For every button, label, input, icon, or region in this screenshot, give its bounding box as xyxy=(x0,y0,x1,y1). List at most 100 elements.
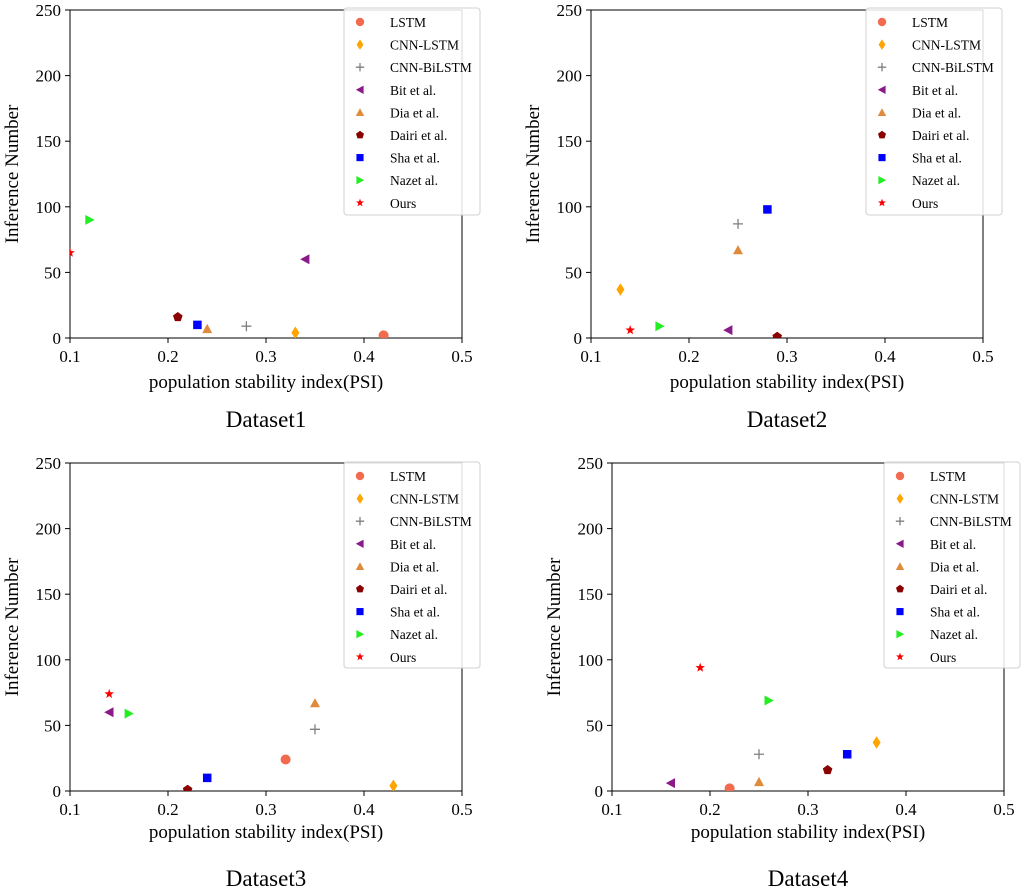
y-tick-label: 50 xyxy=(565,263,582,282)
legend: LSTM CNN-LSTM CNN-BiLSTM Bit et al. Dia et a… xyxy=(883,461,1021,669)
data-points xyxy=(616,205,782,338)
legend-marker-cnn-bilstm xyxy=(355,63,365,72)
legend-label-dairi-et-al: Dairi et al. xyxy=(930,582,987,597)
legend-label-dairi-et-al: Dairi et al. xyxy=(390,128,447,143)
legend-marker-dia-et-al xyxy=(355,108,365,116)
legend-marker-dia-et-al xyxy=(895,562,905,570)
x-tick-label: 0.2 xyxy=(157,800,178,819)
y-axis-label: Inference Number xyxy=(523,104,544,243)
legend-marker-dairi-et-al xyxy=(896,584,904,593)
point-bit-et-al xyxy=(723,325,733,336)
chart-panel-4: 0.1 0.2 0.3 0.4 0.5 0 50 100 150 200 250 population… xyxy=(544,454,1021,890)
legend-label-cnn-bilstm: CNN-BiLSTM xyxy=(390,60,472,75)
x-tick-label: 0.2 xyxy=(157,347,178,366)
point-ours xyxy=(104,688,114,698)
x-tick-label: 0.2 xyxy=(699,800,720,819)
legend-label-cnn-lstm: CNN-LSTM xyxy=(390,38,459,53)
point-nazet-al xyxy=(124,708,134,719)
y-tick-label: 0 xyxy=(574,329,583,348)
x-tick-label: 0.2 xyxy=(678,347,699,366)
point-nazet-al xyxy=(85,214,95,225)
legend-label-ours: Ours xyxy=(930,650,956,665)
point-nazet-al xyxy=(655,321,665,332)
legend-label-cnn-lstm: CNN-LSTM xyxy=(390,492,459,507)
legend-label-lstm: LSTM xyxy=(390,15,426,30)
legend-label-nazet-al: Nazet al. xyxy=(912,173,960,188)
legend-label-bit-et-al: Bit et al. xyxy=(912,83,958,98)
legend-label-ours: Ours xyxy=(912,196,938,211)
point-lstm xyxy=(724,783,735,791)
legend-label-lstm: LSTM xyxy=(912,15,948,30)
legend-label-cnn-bilstm: CNN-BiLSTM xyxy=(912,60,994,75)
panel-title: Dataset2 xyxy=(747,407,827,432)
x-tick-label: 0.5 xyxy=(993,800,1014,819)
x-tick-label: 0.5 xyxy=(451,800,472,819)
x-tick-label: 0.3 xyxy=(797,800,818,819)
legend-marker-nazet-al xyxy=(878,176,887,185)
point-dia-et-al xyxy=(733,245,743,255)
legend-box xyxy=(343,461,481,669)
point-dia-et-al xyxy=(202,323,213,334)
legend-label-bit-et-al: Bit et al. xyxy=(390,537,436,552)
legend-label-sha-et-al: Sha et al. xyxy=(390,151,440,166)
y-tick-label: 100 xyxy=(36,198,62,217)
y-tick-label: 150 xyxy=(578,585,604,604)
y-tick-label: 50 xyxy=(586,716,603,735)
legend-label-lstm: LSTM xyxy=(390,469,426,484)
legend-marker-lstm xyxy=(877,17,887,27)
y-tick-label: 100 xyxy=(578,651,604,670)
legend-marker-bit-et-al xyxy=(877,85,886,94)
x-tick-label: 0.3 xyxy=(255,800,276,819)
legend-marker-ours xyxy=(896,652,904,661)
data-points xyxy=(70,214,389,338)
legend-box xyxy=(343,7,481,216)
x-tick-label: 0.3 xyxy=(255,347,276,366)
legend-label-lstm: LSTM xyxy=(930,469,966,484)
y-axis-label: Inference Number xyxy=(2,557,23,696)
legend-label-cnn-bilstm: CNN-BiLSTM xyxy=(930,514,1012,529)
legend-marker-ours xyxy=(878,198,886,207)
legend-label-sha-et-al: Sha et al. xyxy=(930,605,980,620)
legend: LSTM CNN-LSTM CNN-BiLSTM Bit et al. Dia et a… xyxy=(865,7,1003,216)
legend: LSTM CNN-LSTM CNN-BiLSTM Bit et al. Dia et a… xyxy=(343,7,481,216)
legend-marker-cnn-lstm xyxy=(356,39,364,50)
legend-label-dia-et-al: Dia et al. xyxy=(930,559,979,574)
x-tick-label: 0.5 xyxy=(972,347,993,366)
legend-marker-ours xyxy=(356,198,364,207)
legend-marker-ours xyxy=(356,652,364,661)
legend-label-dia-et-al: Dia et al. xyxy=(912,105,961,120)
legend-marker-cnn-lstm xyxy=(896,493,904,504)
point-dia-et-al xyxy=(754,776,764,787)
legend-marker-bit-et-al xyxy=(895,539,904,548)
y-tick-label: 50 xyxy=(44,716,61,735)
legend-label-ours: Ours xyxy=(390,196,416,211)
legend-marker-dia-et-al xyxy=(355,562,365,570)
point-sha-et-al xyxy=(193,320,202,330)
x-tick-label: 0.1 xyxy=(59,800,80,819)
y-tick-label: 150 xyxy=(36,585,62,604)
point-dia-et-al xyxy=(310,698,320,708)
point-sha-et-al xyxy=(763,205,772,214)
panel-title: Dataset3 xyxy=(226,866,306,890)
legend-label-dia-et-al: Dia et al. xyxy=(390,559,439,574)
x-axis-label: population stability index(PSI) xyxy=(149,372,383,393)
point-dairi-et-al xyxy=(772,331,782,338)
legend-marker-nazet-al xyxy=(356,630,365,639)
y-tick-label: 200 xyxy=(578,520,604,539)
legend-marker-sha-et-al xyxy=(356,154,364,162)
y-tick-label: 0 xyxy=(595,782,604,801)
point-cnn-bilstm xyxy=(733,218,743,229)
point-cnn-lstm xyxy=(872,736,881,749)
legend-marker-sha-et-al xyxy=(878,154,886,162)
y-tick-label: 200 xyxy=(36,520,62,539)
legend-label-sha-et-al: Sha et al. xyxy=(390,605,440,620)
y-tick-label: 250 xyxy=(36,454,62,473)
point-cnn-lstm xyxy=(291,326,300,338)
y-axis-label: Inference Number xyxy=(2,104,23,243)
y-axis-label: Inference Number xyxy=(544,557,565,696)
legend-label-nazet-al: Nazet al. xyxy=(390,627,438,642)
panel-title: Dataset4 xyxy=(768,866,849,890)
legend-marker-cnn-bilstm xyxy=(877,63,887,72)
point-cnn-bilstm xyxy=(241,321,252,332)
legend: LSTM CNN-LSTM CNN-BiLSTM Bit et al. Dia et a… xyxy=(343,461,481,669)
